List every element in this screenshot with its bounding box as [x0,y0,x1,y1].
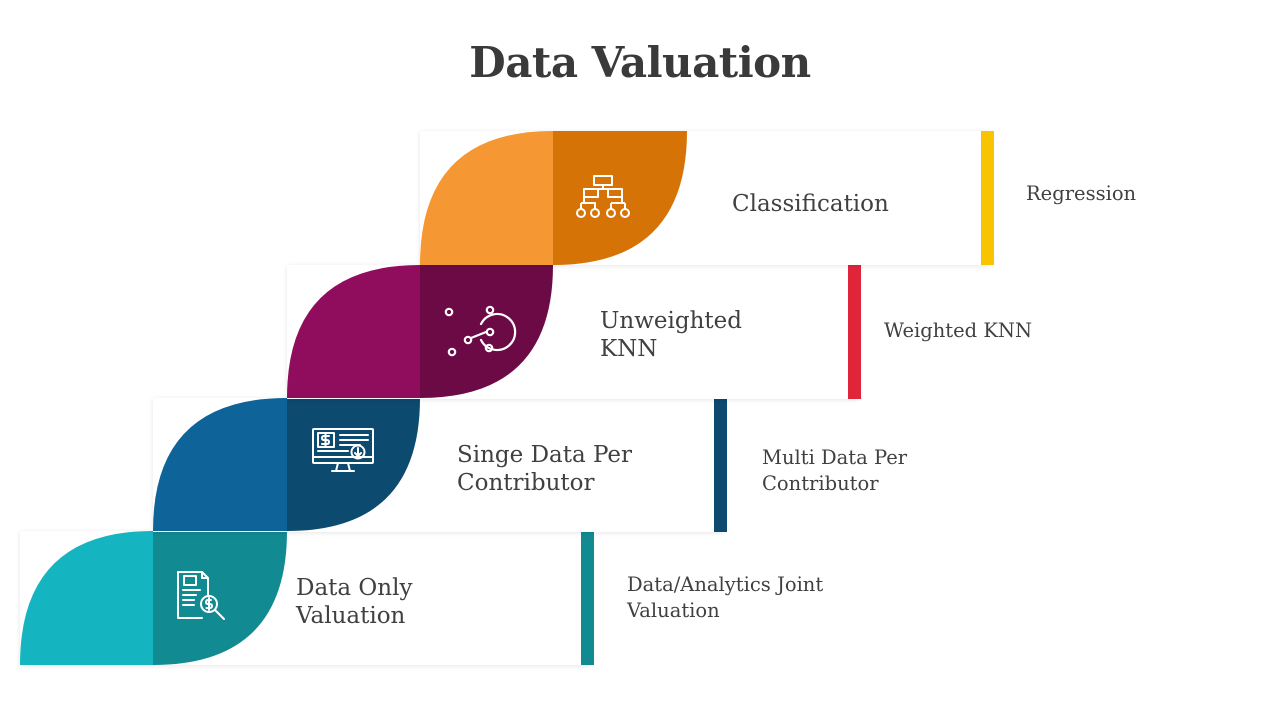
step-bar-single-data [714,398,727,532]
hierarchy-tree-icon [576,175,630,218]
step-card-classification [420,131,990,265]
monitor-dollar-download-icon [312,428,374,472]
step-card-knn [287,265,857,399]
alt-label-weighted-knn: Weighted KNN [884,319,1033,342]
alt-label-regression: Regression [1026,182,1137,205]
step-card-single-data [153,398,723,532]
step-label-classification: Classification [732,191,889,217]
knn-nodes-icon [444,305,517,357]
step-label-knn: Unweighted KNN [600,308,742,362]
step-label-data-only: Data Only Valuation [296,575,413,629]
step-bar-classification [981,131,994,265]
page-title: Data Valuation [469,38,811,87]
step-bar-knn [848,265,861,399]
alt-label-multi-data: Multi Data Per Contributor [762,446,908,495]
step-label-single-data: Singe Data Per Contributor [457,442,633,496]
document-dollar-search-icon [177,571,225,620]
step-bar-data-only [581,531,594,665]
alt-label-joint-valuation: Data/Analytics Joint Valuation [627,573,824,622]
